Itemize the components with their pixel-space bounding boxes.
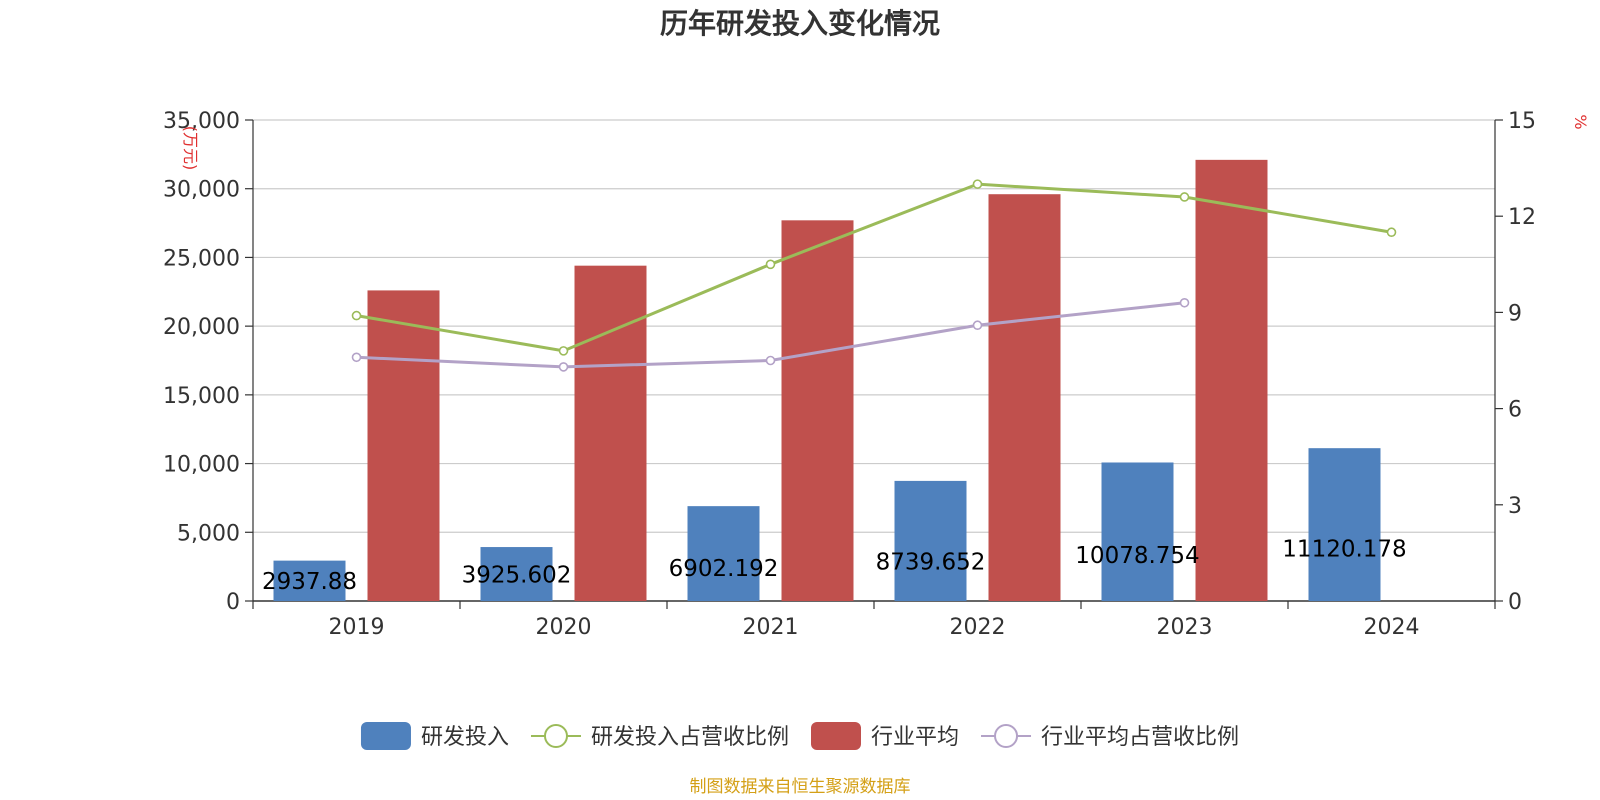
legend-item: 行业平均: [811, 722, 959, 750]
legend-item: 研发投入: [360, 722, 509, 750]
legend-swatch-point: [994, 724, 1019, 748]
x-tick-label: 2019: [329, 615, 385, 640]
axes: 0 5,000 10,000 15,000 20,000 25,000 30,000 35,0…: [163, 109, 1536, 640]
chart-title: 历年研发投入变化情况: [660, 7, 940, 40]
line-point: [1386, 227, 1397, 238]
data-labels: 2937.88 3925.602 6902.192 8739.652 10078.754…: [262, 537, 1407, 596]
bar: [367, 290, 440, 601]
data-label: 11120.178: [1282, 537, 1406, 563]
bar: [1195, 159, 1268, 601]
data-label: 8739.652: [876, 550, 986, 576]
legend-label: 研发投入: [421, 725, 509, 750]
y-right-tick-label: 9: [1508, 301, 1522, 326]
line-point: [351, 352, 362, 363]
legend-item: 行业平均占营收比例: [981, 724, 1239, 750]
grid-lines: [253, 119, 1495, 533]
x-tick-label: 2024: [1364, 615, 1420, 640]
y-left-tick-label: 35,000: [163, 109, 240, 134]
line-point: [765, 259, 776, 270]
legend: 研发投入 研发投入占营收比例 行业平均 行业平均占营收比例: [360, 722, 1239, 750]
left-axis-unit: (万元): [181, 126, 200, 171]
y-left-tick-label: 5,000: [177, 521, 240, 546]
legend-item: 研发投入占营收比例: [530, 724, 789, 750]
y-left-tick-label: 25,000: [163, 246, 240, 271]
data-label: 10078.754: [1075, 543, 1199, 569]
y-left-tick-label: 15,000: [163, 384, 240, 409]
legend-label: 行业平均占营收比例: [1041, 725, 1239, 750]
line-point: [972, 320, 983, 331]
line-point: [351, 310, 362, 321]
x-tick-label: 2020: [536, 615, 592, 640]
line-point: [1179, 297, 1190, 308]
y-left-tick-label: 20,000: [163, 315, 240, 340]
legend-label: 行业平均: [871, 725, 959, 750]
right-axis-unit: %: [1571, 114, 1590, 129]
data-label: 6902.192: [669, 556, 779, 582]
bar: [988, 194, 1061, 601]
data-label: 3925.602: [462, 563, 572, 589]
y-right-tick-label: 15: [1508, 109, 1536, 134]
series-line: [356, 182, 1392, 353]
bars: [273, 159, 1381, 601]
line-point: [558, 346, 569, 356]
line-point: [558, 362, 569, 372]
bar: [781, 220, 854, 601]
bar: [273, 560, 346, 601]
y-right-tick-label: 6: [1508, 398, 1522, 423]
bar: [687, 506, 760, 601]
y-left-tick-label: 30,000: [163, 178, 240, 203]
bar: [894, 480, 967, 601]
bar: [1101, 462, 1174, 601]
y-left-tick-label: 0: [226, 590, 240, 615]
y-right-tick-label: 0: [1508, 590, 1522, 615]
x-tick-label: 2023: [1157, 615, 1213, 640]
y-right-tick-label: 3: [1508, 494, 1522, 519]
bar: [1308, 448, 1381, 601]
legend-swatch-point: [543, 724, 568, 748]
lines: [351, 179, 1397, 372]
y-right-tick-label: 12: [1508, 205, 1536, 230]
line-point: [765, 355, 776, 366]
bar: [480, 547, 553, 601]
source-note: 制图数据来自恒生聚源数据库: [690, 777, 911, 797]
line-point: [1179, 192, 1190, 202]
legend-label: 研发投入占营收比例: [591, 725, 789, 750]
legend-swatch: [360, 722, 411, 750]
x-tick-label: 2021: [743, 615, 799, 640]
data-label: 2937.88: [262, 569, 357, 595]
bar: [574, 265, 647, 601]
line-point: [972, 179, 983, 189]
y-left-tick-label: 10,000: [163, 453, 240, 478]
x-tick-label: 2022: [950, 615, 1006, 640]
legend-swatch: [811, 722, 861, 750]
